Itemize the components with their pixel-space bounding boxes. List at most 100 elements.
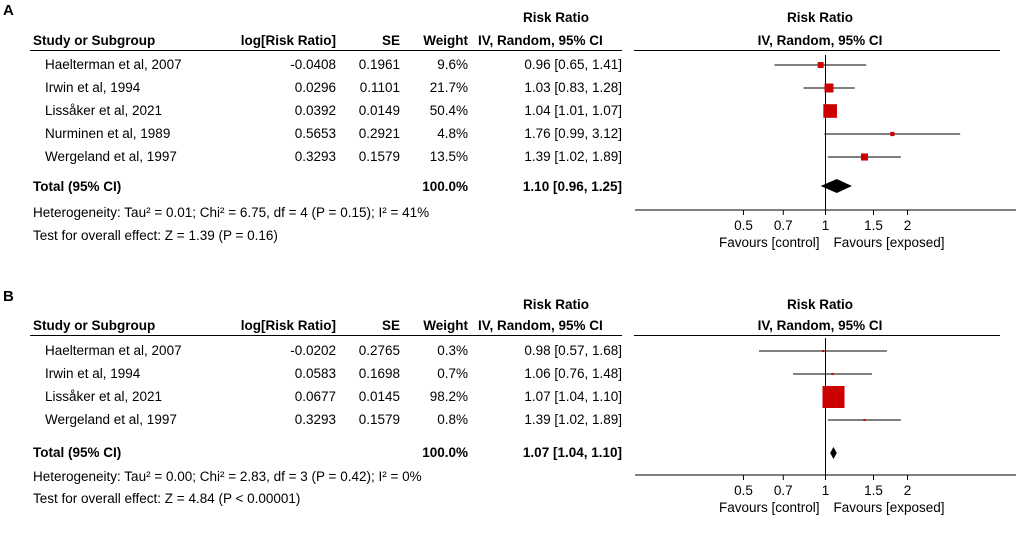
forest-panel-b: B Risk Ratio Risk Ratio Study or Subgrou… <box>0 283 1021 545</box>
study-ci: 0.98 [0.57, 1.68] <box>524 343 622 358</box>
header-weight: Weight <box>423 33 468 48</box>
favours-control-label: Favours [control] <box>719 235 820 250</box>
header-ci: IV, Random, 95% CI <box>478 33 603 48</box>
effect-square <box>822 350 825 352</box>
header-se: SE <box>381 318 400 333</box>
total-ci: 1.10 [0.96, 1.25] <box>522 179 622 194</box>
x-tick-label: 0.7 <box>774 483 793 498</box>
header-weight: Weight <box>423 318 468 333</box>
study-weight: 9.6% <box>437 57 468 72</box>
study-se: 0.1101 <box>359 80 400 95</box>
header-logrr: log[Risk Ratio] <box>240 318 336 333</box>
x-tick-label: 1 <box>822 483 830 498</box>
study-se: 0.1698 <box>358 366 400 381</box>
study-name: Nurminen et al, 1989 <box>45 126 171 141</box>
effect-square <box>817 62 824 68</box>
study-name: Haelterman et al, 2007 <box>45 57 182 72</box>
study-ci: 1.39 [1.02, 1.89] <box>524 412 622 427</box>
study-ci: 1.06 [0.76, 1.48] <box>524 366 622 381</box>
study-logrr: 0.0583 <box>294 366 336 381</box>
study-se: 0.1961 <box>358 57 400 72</box>
panel-letter: B <box>3 288 14 305</box>
study-ci: 1.04 [1.01, 1.07] <box>524 103 622 118</box>
header-rule <box>30 50 622 51</box>
total-ci: 1.07 [1.04, 1.10] <box>522 445 622 460</box>
header-logrr: log[Risk Ratio] <box>240 33 336 48</box>
total-label: Total (95% CI) <box>33 445 122 460</box>
study-logrr: 0.0296 <box>294 80 336 95</box>
total-label: Total (95% CI) <box>33 179 122 194</box>
study-logrr: 0.3293 <box>294 412 336 427</box>
x-tick-label: 2 <box>904 483 912 498</box>
header-study: Study or Subgroup <box>33 318 156 333</box>
study-logrr: 0.3293 <box>294 149 336 164</box>
study-se: 0.0149 <box>358 103 400 118</box>
x-tick-label: 1.5 <box>864 483 883 498</box>
study-logrr: 0.0392 <box>294 103 336 118</box>
forest-panel-a: A Risk Ratio Risk Ratio Study or Subgrou… <box>0 0 1021 262</box>
overall-effect: Test for overall effect: Z = 4.84 (P < 0… <box>33 491 301 506</box>
study-weight: 0.7% <box>437 366 468 381</box>
x-tick-label: 0.5 <box>734 483 753 498</box>
plot-title: Risk Ratio <box>786 297 854 312</box>
study-weight: 13.5% <box>429 149 468 164</box>
study-se: 0.2765 <box>358 343 400 358</box>
overall-effect: Test for overall effect: Z = 1.39 (P = 0… <box>33 228 278 243</box>
study-name: Haelterman et al, 2007 <box>45 343 182 358</box>
rr-group-header: Risk Ratio <box>522 297 590 312</box>
study-name: Wergeland et al, 1997 <box>45 149 177 164</box>
header-plot-ci: IV, Random, 95% CI <box>757 318 883 333</box>
x-tick-label: 1 <box>822 218 830 233</box>
study-ci: 1.07 [1.04, 1.10] <box>524 389 622 404</box>
effect-square <box>890 131 895 137</box>
study-weight: 50.4% <box>429 103 468 118</box>
total-weight: 100.0% <box>422 445 468 460</box>
header-se: SE <box>381 33 400 48</box>
favours-control-label: Favours [control] <box>719 500 820 515</box>
effect-square <box>860 153 869 161</box>
effect-square <box>824 83 834 93</box>
study-ci: 0.96 [0.65, 1.41] <box>524 57 622 72</box>
total-weight: 100.0% <box>422 179 468 194</box>
study-weight: 98.2% <box>429 389 468 404</box>
study-name: Lissåker et al, 2021 <box>45 389 163 404</box>
study-name: Lissåker et al, 2021 <box>45 103 163 118</box>
study-se: 0.0145 <box>358 389 400 404</box>
study-weight: 4.8% <box>437 126 468 141</box>
favours-exposed-label: Favours [exposed] <box>834 235 945 250</box>
study-se: 0.2921 <box>358 126 400 141</box>
effect-square <box>863 419 866 421</box>
panel-letter: A <box>3 2 14 19</box>
rr-group-header: Risk Ratio <box>522 10 590 25</box>
favours-exposed-label: Favours [exposed] <box>834 500 945 515</box>
effect-square <box>831 373 834 375</box>
header-plot-ci: IV, Random, 95% CI <box>757 33 883 48</box>
study-name: Wergeland et al, 1997 <box>45 412 177 427</box>
heterogeneity: Heterogeneity: Tau² = 0.01; Chi² = 6.75,… <box>33 205 430 220</box>
study-ci: 1.03 [0.83, 1.28] <box>524 80 622 95</box>
pooled-diamond <box>820 179 852 193</box>
study-ci: 1.76 [0.99, 3.12] <box>524 126 622 141</box>
header-rule <box>30 335 622 336</box>
effect-square <box>822 386 845 408</box>
study-logrr: 0.5653 <box>294 126 336 141</box>
x-tick-label: 0.5 <box>734 218 753 233</box>
header-ci: IV, Random, 95% CI <box>478 318 603 333</box>
pooled-diamond <box>830 447 837 459</box>
study-se: 0.1579 <box>358 412 400 427</box>
study-name: Irwin et al, 1994 <box>45 80 141 95</box>
forest-plot-svg: 0.5 0.7 1 1.5 2 Favours [control] Favours [exp… <box>635 338 1016 515</box>
study-weight: 0.3% <box>437 343 468 358</box>
study-weight: 21.7% <box>429 80 468 95</box>
study-se: 0.1579 <box>358 149 400 164</box>
study-name: Irwin et al, 1994 <box>45 366 141 381</box>
study-weight: 0.8% <box>437 412 468 427</box>
study-logrr: -0.0202 <box>290 343 336 358</box>
study-logrr: -0.0408 <box>290 57 336 72</box>
effect-square <box>823 104 837 118</box>
header-study: Study or Subgroup <box>33 33 156 48</box>
study-logrr: 0.0677 <box>294 389 336 404</box>
x-tick-label: 1.5 <box>864 218 883 233</box>
plot-title: Risk Ratio <box>786 10 854 25</box>
plot-header-rule <box>634 335 1000 336</box>
